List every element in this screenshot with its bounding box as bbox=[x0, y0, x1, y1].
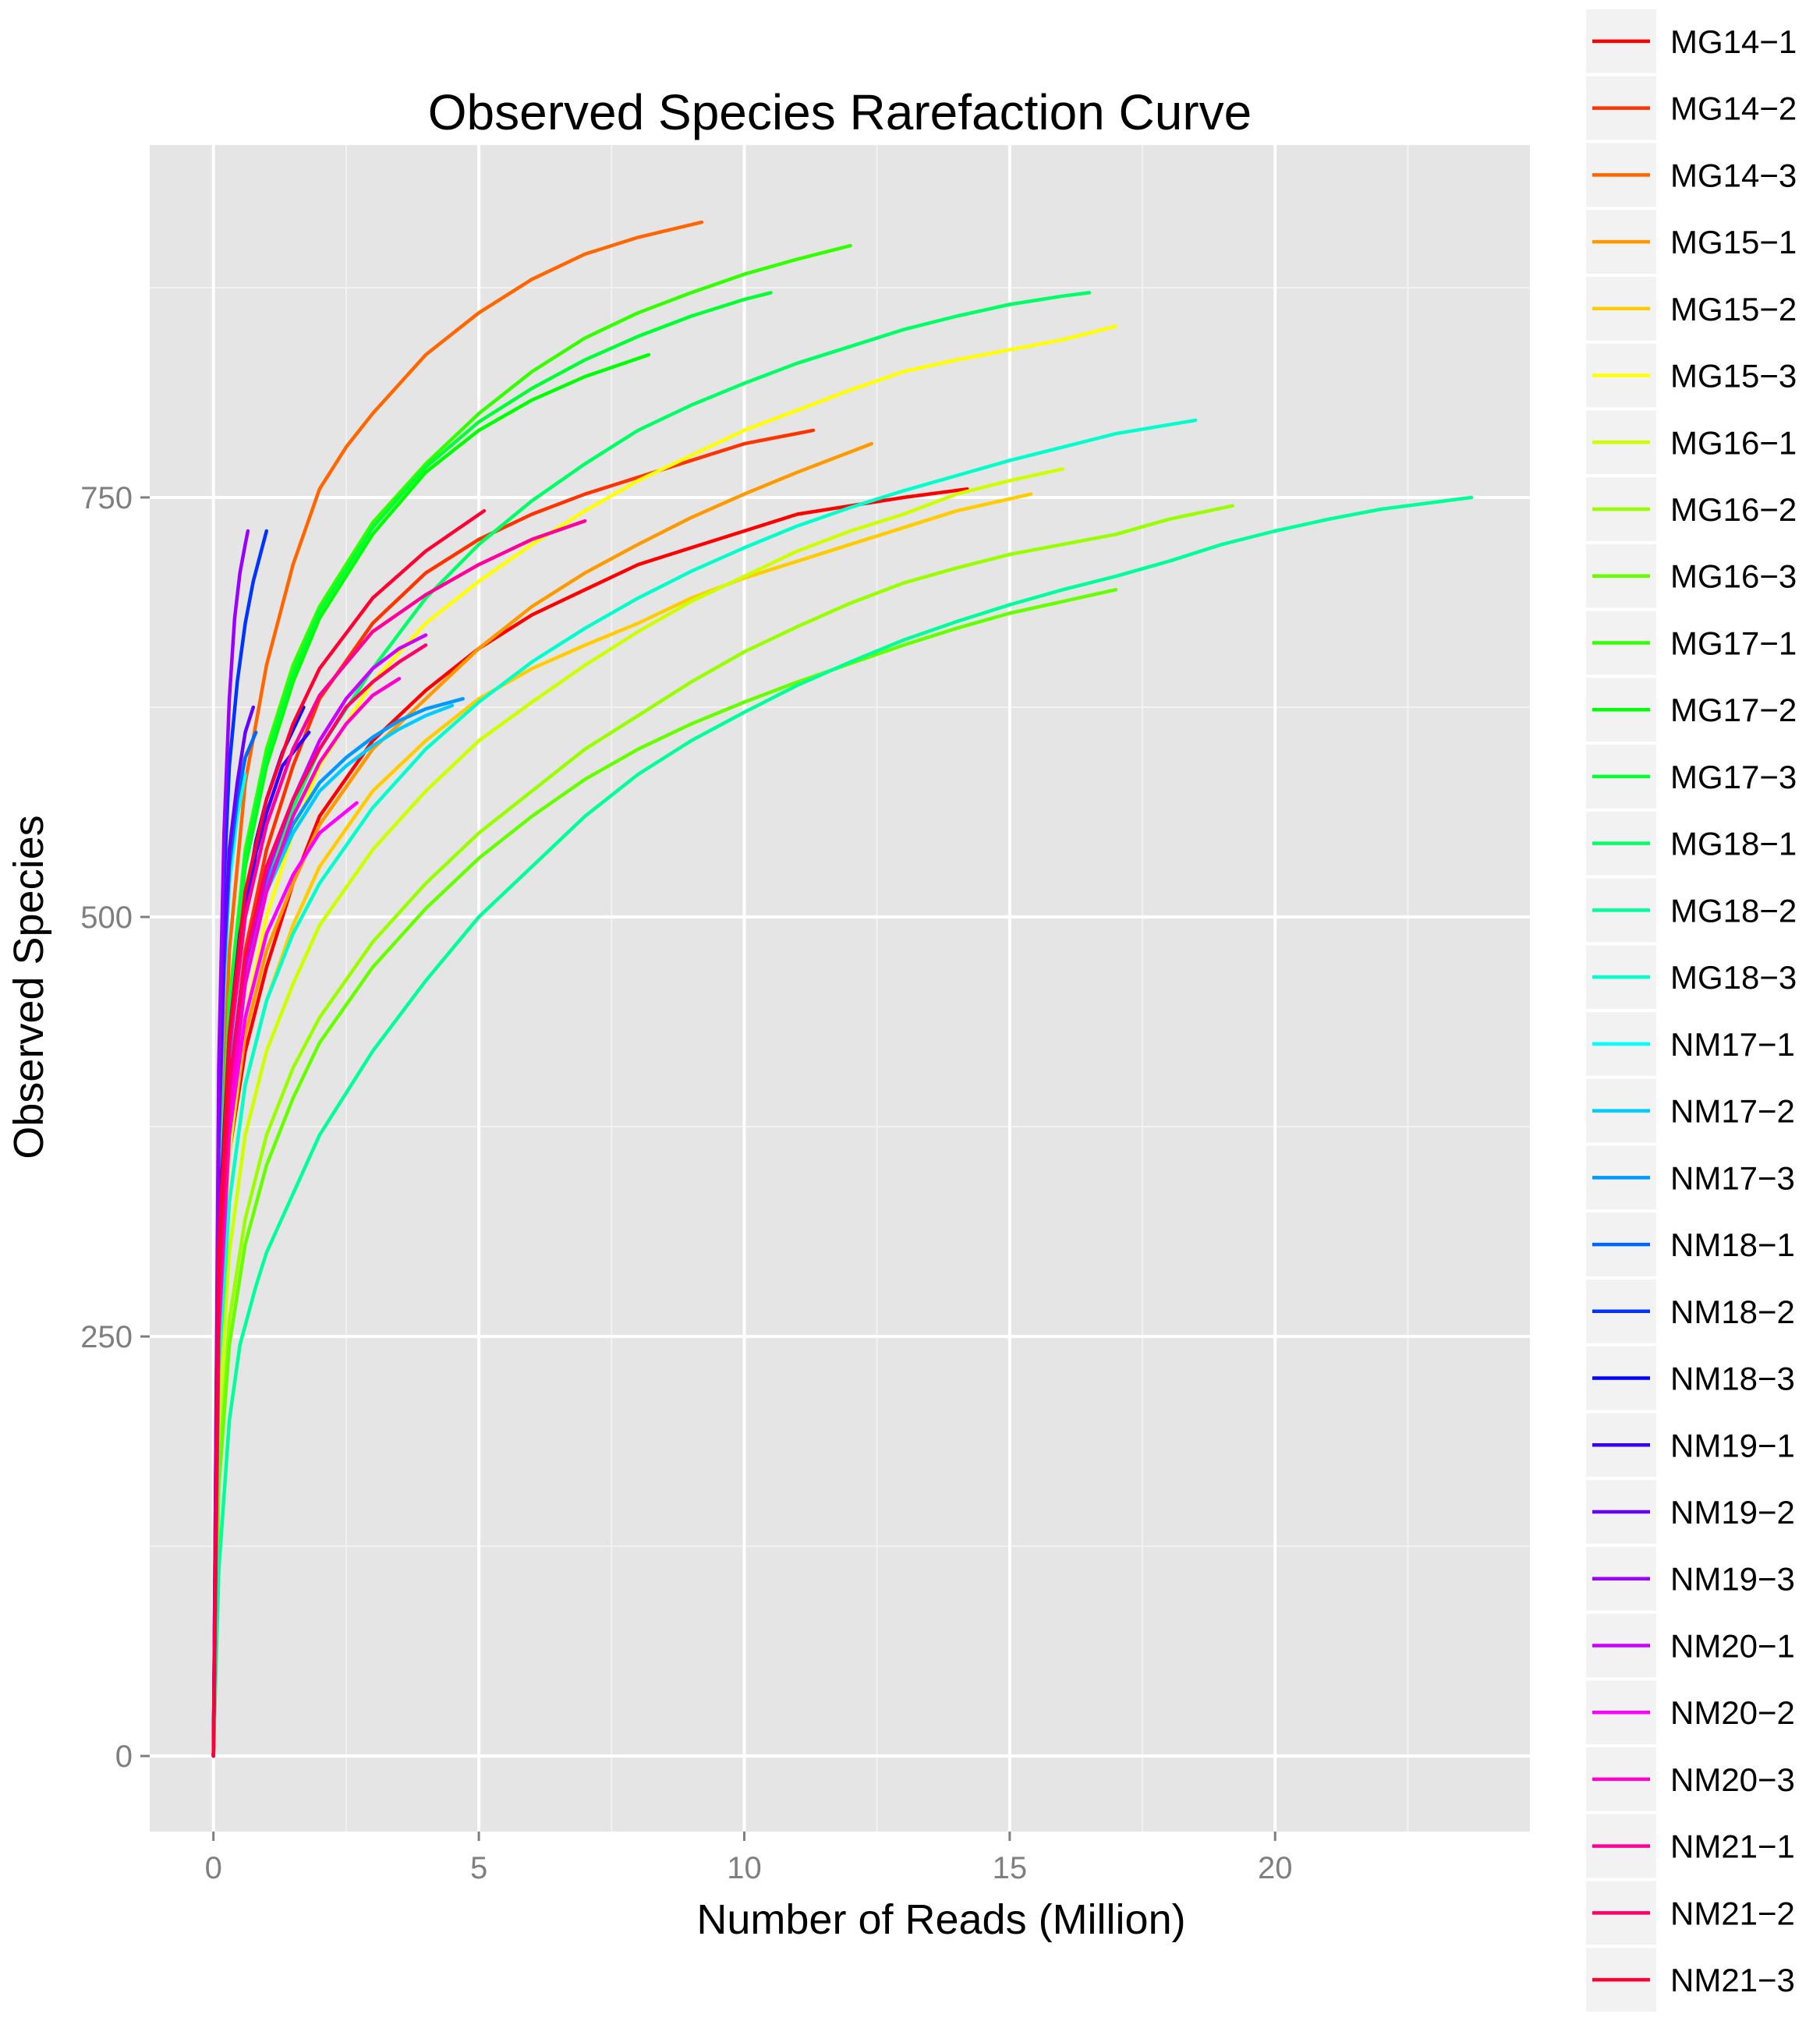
legend-label: MG17−2 bbox=[1670, 692, 1797, 728]
legend-label: MG17−3 bbox=[1670, 759, 1797, 795]
series-line-14 bbox=[211, 495, 1474, 1758]
legend-label: NM18−2 bbox=[1670, 1294, 1795, 1330]
x-axis-title: Number of Reads (Million) bbox=[696, 1896, 1185, 1943]
legend-label: MG18−1 bbox=[1670, 826, 1797, 862]
series-line-30 bbox=[211, 508, 487, 1758]
axis-ticks bbox=[140, 496, 1276, 1841]
y-tick-labels: 0 250 500 750 bbox=[80, 481, 133, 1774]
legend-label: MG16−1 bbox=[1670, 424, 1797, 461]
legend-label: MG15−2 bbox=[1670, 291, 1797, 327]
legend-label: NM20−1 bbox=[1670, 1627, 1795, 1664]
legend-label: NM20−2 bbox=[1670, 1694, 1795, 1731]
series-line-8 bbox=[211, 504, 1235, 1758]
legend-label: NM20−3 bbox=[1670, 1761, 1795, 1798]
legend-label: MG16−2 bbox=[1670, 491, 1797, 528]
legend-label: NM17−1 bbox=[1670, 1026, 1795, 1063]
x-tick-label: 10 bbox=[727, 1851, 762, 1885]
legend-label: NM18−3 bbox=[1670, 1361, 1795, 1397]
legend-label: NM19−2 bbox=[1670, 1494, 1795, 1531]
series-line-24 bbox=[211, 529, 250, 1758]
series-line-15 bbox=[211, 418, 1198, 1758]
legend: MG14−1 MG14−2 MG14−3 MG15−1 MG15−2 MG15−3 MG16… bbox=[1586, 9, 1797, 2012]
legend-label: MG14−1 bbox=[1670, 23, 1797, 60]
x-tick-label: 5 bbox=[470, 1851, 487, 1885]
y-tick-label: 500 bbox=[80, 901, 133, 935]
legend-label: MG15−3 bbox=[1670, 358, 1797, 395]
legend-label: NM19−1 bbox=[1670, 1427, 1795, 1464]
legend-label: NM17−3 bbox=[1670, 1159, 1795, 1196]
plot-background bbox=[150, 145, 1530, 1832]
series-lines bbox=[211, 220, 1474, 1758]
series-line-6 bbox=[211, 324, 1118, 1758]
x-tick-labels: 0 5 10 15 20 bbox=[205, 1851, 1293, 1885]
x-tick-label: 0 bbox=[205, 1851, 222, 1885]
series-line-29 bbox=[211, 643, 428, 1758]
y-axis-title: Observed Species bbox=[5, 815, 52, 1159]
chart-title: Observed Species Rarefaction Curve bbox=[428, 84, 1252, 140]
legend-label: NM21−3 bbox=[1670, 1962, 1795, 1998]
legend-label: MG18−3 bbox=[1670, 959, 1797, 996]
legend-label: MG18−2 bbox=[1670, 892, 1797, 929]
x-tick-label: 20 bbox=[1258, 1851, 1293, 1885]
y-tick-label: 0 bbox=[115, 1740, 133, 1774]
legend-label: NM17−2 bbox=[1670, 1093, 1795, 1130]
legend-label: MG14−2 bbox=[1670, 90, 1797, 127]
x-tick-label: 15 bbox=[993, 1851, 1028, 1885]
legend-label: NM21−1 bbox=[1670, 1828, 1795, 1865]
legend-label: MG16−3 bbox=[1670, 558, 1797, 595]
legend-label: NM19−3 bbox=[1670, 1561, 1795, 1598]
legend-label: MG17−1 bbox=[1670, 625, 1797, 661]
y-tick-label: 750 bbox=[80, 481, 133, 515]
minor-gridlines bbox=[150, 145, 1530, 1832]
legend-label: NM21−2 bbox=[1670, 1895, 1795, 1931]
series-line-9 bbox=[211, 588, 1118, 1758]
legend-label: MG15−1 bbox=[1670, 224, 1797, 260]
legend-label: NM18−1 bbox=[1670, 1226, 1795, 1263]
series-line-12 bbox=[211, 291, 773, 1758]
legend-label: MG14−3 bbox=[1670, 157, 1797, 193]
series-line-3 bbox=[211, 220, 704, 1758]
y-tick-label: 250 bbox=[80, 1320, 133, 1354]
series-line-7 bbox=[211, 467, 1065, 1758]
